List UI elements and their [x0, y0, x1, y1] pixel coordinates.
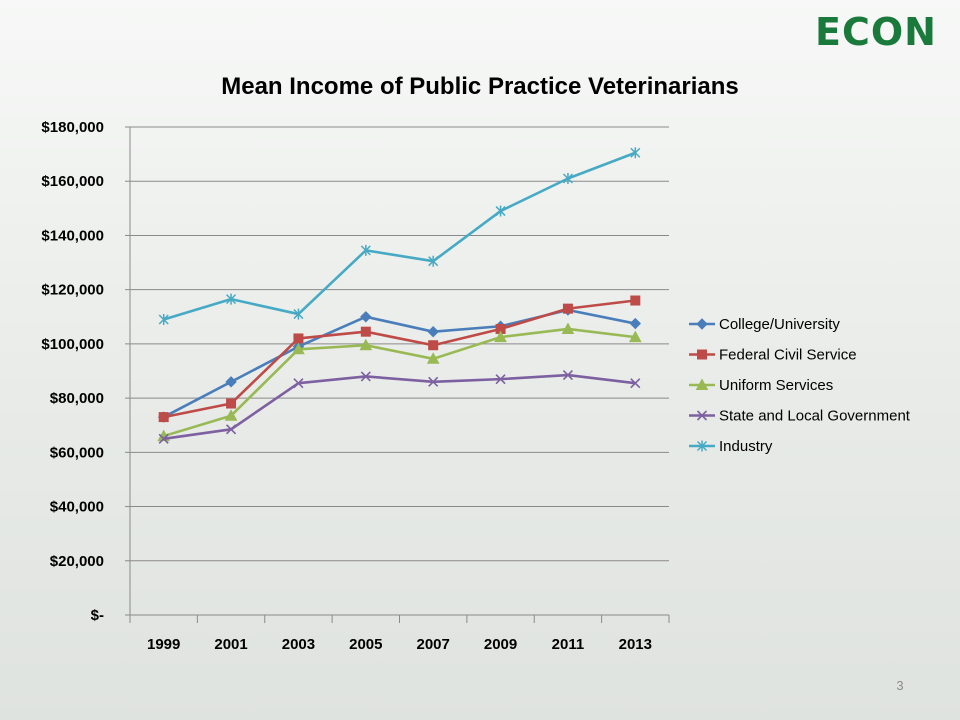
y-tick-label: $80,000: [50, 390, 104, 407]
y-tick-label: $40,000: [50, 499, 104, 516]
x-tick-label: 2007: [417, 636, 450, 653]
gridlines: [130, 126, 669, 562]
legend-label: State and Local Government: [719, 408, 911, 425]
x-tick-label: 2009: [484, 636, 517, 653]
data-point: [561, 322, 575, 334]
data-point: [360, 311, 372, 323]
data-point: [562, 173, 573, 185]
x-tick-label: 2005: [349, 636, 382, 653]
data-point: [629, 317, 642, 330]
legend: College/University Federal Civil Service U…: [689, 316, 911, 455]
data-point: [293, 378, 304, 389]
series-line: [163, 327, 636, 438]
data-point: [630, 147, 641, 159]
legend-label: Federal Civil Service: [719, 347, 857, 364]
data-point: [428, 376, 439, 387]
series-lines: [157, 147, 642, 444]
data-point: [224, 409, 238, 421]
series-line: [163, 299, 636, 419]
chart-title: Mean Income of Public Practice Veterinar…: [221, 73, 739, 100]
data-point: [292, 342, 305, 355]
data-point: [158, 433, 169, 444]
data-point: [562, 370, 574, 381]
econ-logo: ECON: [815, 10, 947, 54]
legend-marker: [697, 349, 707, 360]
y-tick-label: $120,000: [41, 282, 104, 299]
x-tick-label: 2003: [282, 636, 315, 653]
data-point: [428, 255, 439, 267]
data-point: [427, 325, 439, 338]
legend-label: Uniform Services: [719, 377, 833, 394]
data-point: [293, 308, 304, 320]
series-state-and-local-government: [158, 370, 641, 444]
axes: $- $20,000 $40,000 $60,000 $80,000 $100,000 $1…: [41, 119, 670, 653]
data-point: [225, 376, 237, 388]
data-point: [360, 326, 371, 337]
data-point: [360, 244, 371, 256]
y-tick-label: $180,000: [41, 119, 104, 136]
logo-text: ECON: [815, 10, 937, 54]
legend-label: College/University: [719, 316, 840, 333]
data-point: [495, 205, 506, 217]
data-point: [428, 340, 439, 351]
y-tick-label: $160,000: [41, 173, 104, 190]
data-point: [630, 295, 641, 306]
series-uniform-services: [157, 322, 642, 442]
legend-item: Federal Civil Service: [689, 347, 857, 364]
data-point: [359, 338, 373, 351]
data-point: [293, 333, 304, 344]
series-industry: [158, 147, 641, 325]
legend-label: Industry: [719, 438, 773, 455]
data-point: [360, 371, 371, 382]
legend-marker: [695, 378, 709, 390]
legend-item: College/University: [689, 316, 840, 333]
data-point: [225, 424, 237, 435]
legend-item: Industry: [689, 438, 773, 455]
data-point: [226, 293, 237, 305]
y-tick-label: $20,000: [50, 553, 104, 570]
x-tick-label: 2011: [552, 636, 585, 653]
series-line: [163, 373, 636, 441]
legend-marker: [696, 410, 708, 421]
y-tick-label: $60,000: [50, 444, 104, 461]
legend-marker: [696, 318, 708, 330]
y-tick-label: $140,000: [41, 227, 104, 244]
page-number: 3: [896, 678, 904, 693]
data-point: [494, 330, 507, 343]
series-line: [163, 151, 636, 321]
data-point: [158, 412, 169, 423]
data-point: [630, 378, 641, 389]
series-federal-civil-service: [158, 295, 641, 423]
y-tick-label: $100,000: [41, 336, 104, 353]
legend-item: State and Local Government: [689, 408, 911, 425]
legend-item: Uniform Services: [689, 377, 833, 394]
data-point: [562, 303, 573, 314]
data-point: [628, 330, 642, 343]
data-point: [495, 374, 506, 385]
x-tick-label: 2001: [214, 636, 247, 653]
data-point: [226, 398, 237, 409]
data-point: [426, 352, 440, 364]
data-point: [158, 313, 169, 325]
y-tick-label: $-: [91, 607, 104, 624]
x-tick-label: 1999: [147, 636, 180, 653]
x-tick-label: 2013: [619, 636, 652, 653]
legend-marker: [696, 440, 708, 452]
